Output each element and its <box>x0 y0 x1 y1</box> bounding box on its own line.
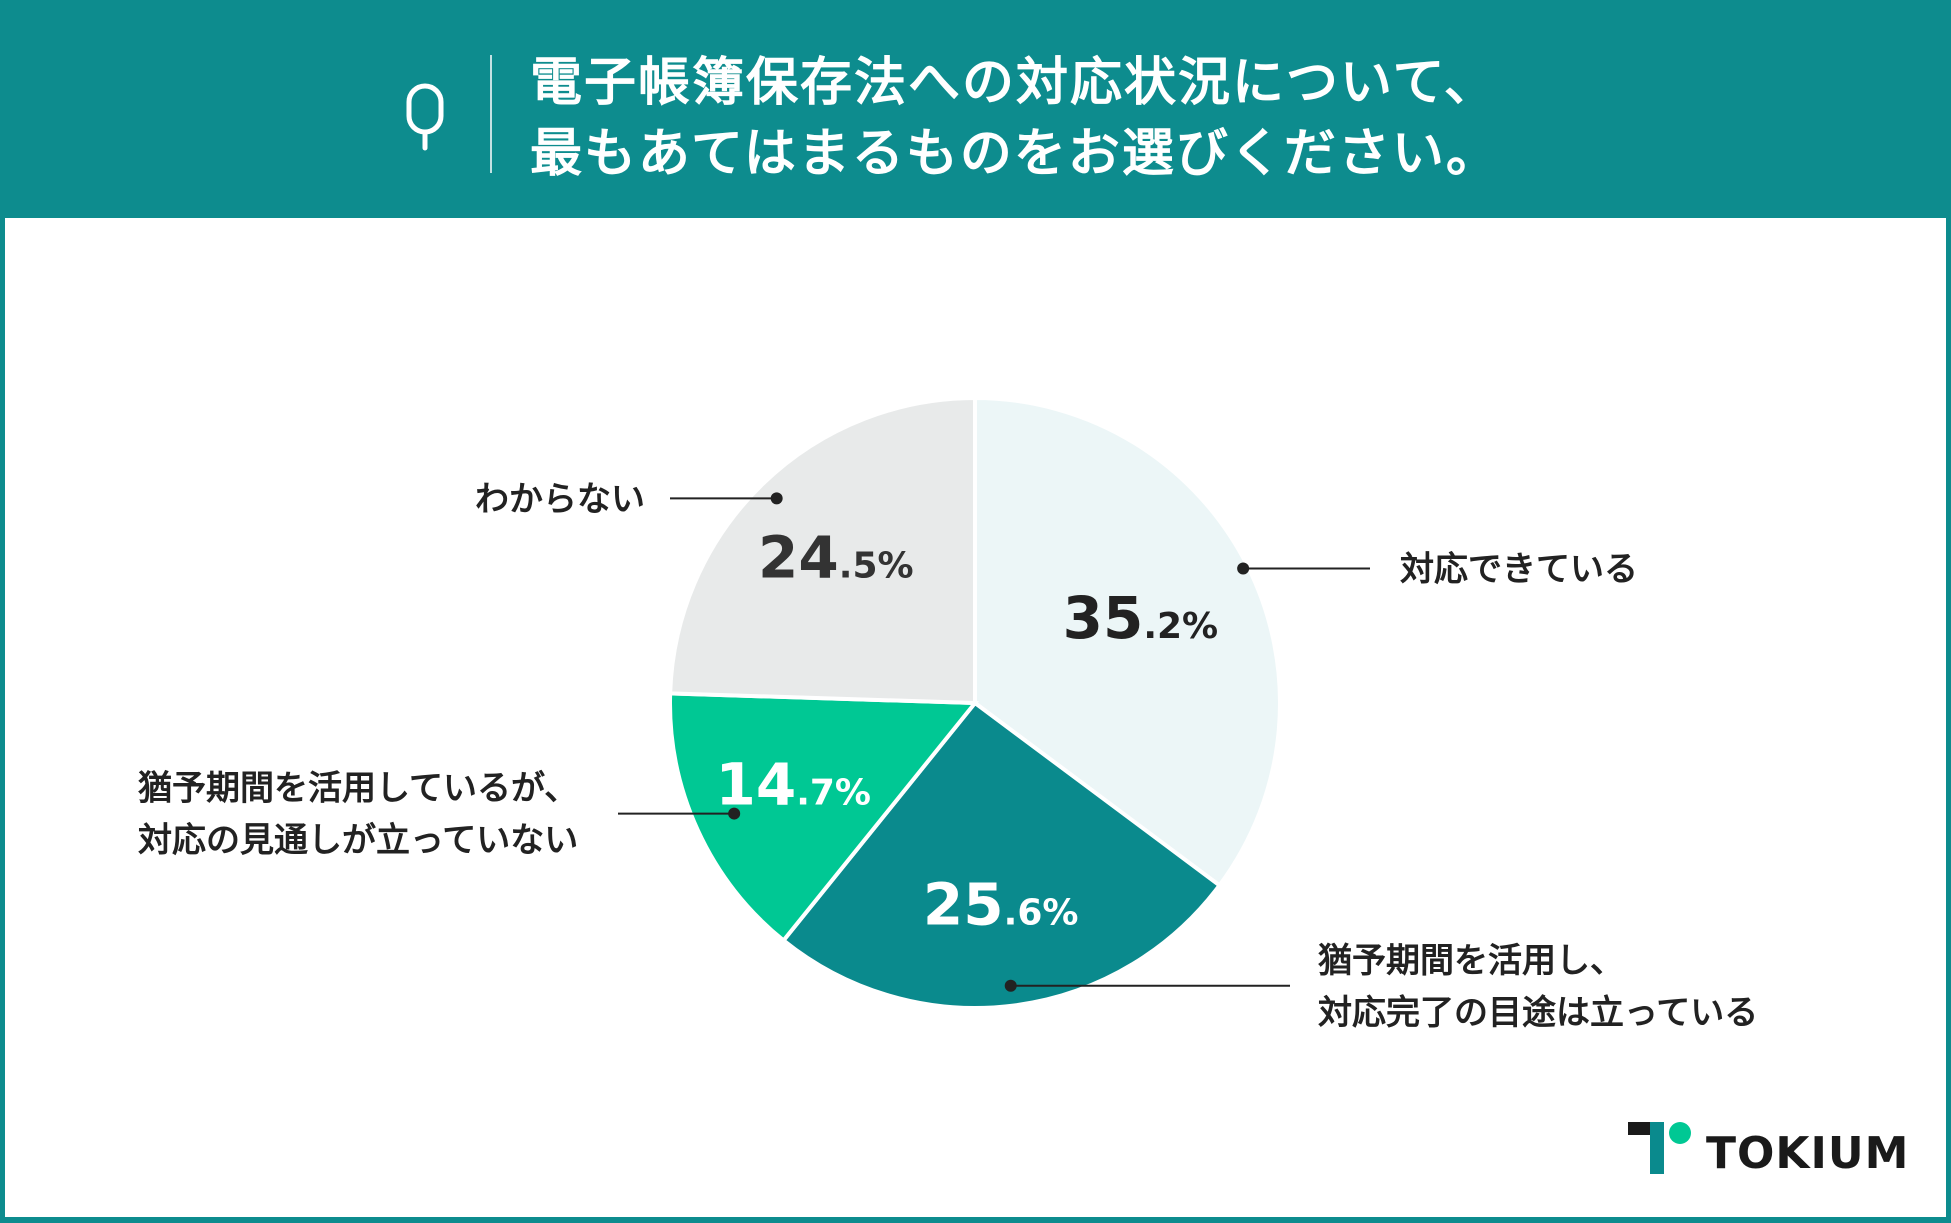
slice-category-label: 対応完了の目途は立っている <box>1318 993 1758 1033</box>
tokium-logo-mark <box>1628 1122 1691 1174</box>
slice-category-label: わからない <box>475 479 645 519</box>
header-divider <box>490 55 492 173</box>
slice-category-label: 猶予期間を活用し、 <box>1318 941 1624 981</box>
title-line-1: 電子帳簿保存法への対応状況について、 <box>530 53 1498 113</box>
pie-slice <box>780 700 1223 1010</box>
pie-slice <box>668 395 977 706</box>
logo-wordmark: TOKIUM <box>1706 1128 1910 1179</box>
title-line-2: 最もあてはまるものをお選びください。 <box>530 124 1500 184</box>
slice-value-label: 14.7% <box>715 750 871 818</box>
slice-value-label: 25.6% <box>923 870 1079 938</box>
slice-category-label: 対応の見通しが立っていない <box>138 821 578 861</box>
slice-category-label: 対応できている <box>1400 549 1638 589</box>
header: 電子帳簿保存法への対応状況について、 最もあてはまるものをお選びください。 <box>0 0 1951 218</box>
slice-category-label: 猶予期間を活用しているが、 <box>138 769 578 809</box>
page-title: 電子帳簿保存法への対応状況について、 最もあてはまるものをお選びください。 <box>530 48 1830 190</box>
tokium-logo: TOKIUM <box>1628 1122 1910 1179</box>
slice-value-label: 35.2% <box>1063 584 1219 652</box>
slice-value-label: 24.5% <box>758 523 914 591</box>
pie-slice <box>668 691 980 944</box>
q-icon <box>406 83 444 151</box>
